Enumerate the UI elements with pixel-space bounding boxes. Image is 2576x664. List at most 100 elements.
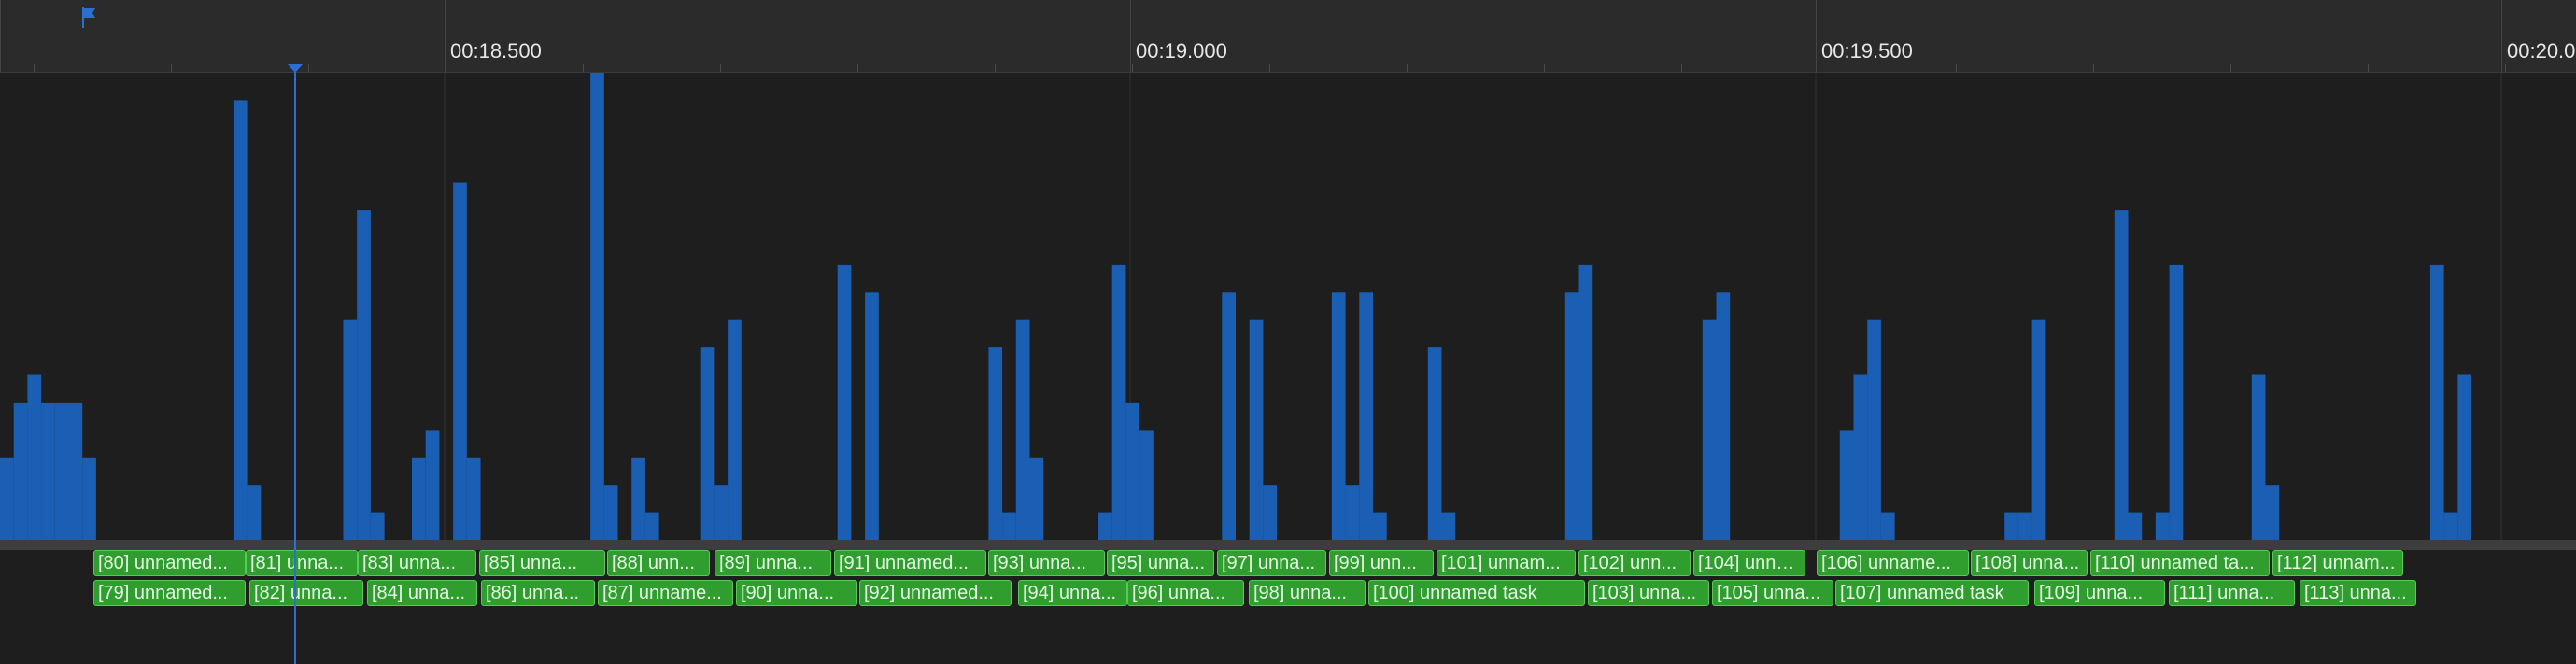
task-block[interactable]: [97] unna... [1217,550,1326,576]
task-block[interactable]: [99] unn... [1329,550,1434,576]
time-label-18500: 00:18.500 [450,39,542,64]
activity-bar [2457,375,2471,541]
playhead-line[interactable] [294,65,296,664]
activity-bar [1125,403,1139,540]
task-block[interactable]: [106] unname... [1817,550,1969,576]
major-tick [1816,0,1817,72]
minor-tick [1681,64,1682,72]
task-block[interactable]: [80] unnamed... [93,550,246,576]
task-block[interactable]: [82] unna... [249,580,363,606]
minor-tick [1269,64,1270,72]
task-block[interactable]: [89] unna... [715,550,831,576]
activity-bar [2004,513,2018,540]
activity-bar [426,430,440,540]
time-label-20000: 00:20.0 [2507,39,2575,64]
activity-bar [604,485,618,540]
activity-bar [371,513,385,540]
activity-bar [2018,513,2032,540]
minor-tick [857,64,858,72]
minor-tick [1544,64,1545,72]
task-block[interactable]: [104] unna... [1693,550,1805,576]
activity-bar [2156,513,2170,540]
task-block[interactable]: [79] unnamed... [93,580,246,606]
task-block[interactable]: [85] unna... [479,550,605,576]
minor-tick [2230,64,2231,72]
activity-bar [1346,485,1360,540]
task-block[interactable]: [102] unn... [1578,550,1691,576]
activity-bar [453,183,467,540]
task-block[interactable]: [98] unna... [1249,580,1366,606]
activity-bar [2252,375,2266,541]
activity-bar [2266,485,2280,540]
activity-bar [1442,513,1456,540]
task-block[interactable]: [109] unna... [2034,580,2165,606]
activity-bar [1867,320,1881,540]
major-tick [0,0,1,72]
task-block[interactable]: [92] unnamed... [859,580,1012,606]
minor-tick [2505,64,2506,72]
activity-bar [2115,210,2129,540]
task-block[interactable]: [107] unnamed task [1835,580,2029,606]
task-block[interactable]: [103] unna... [1588,580,1709,606]
task-block[interactable]: [113] unna... [2300,580,2416,606]
task-block[interactable]: [81] unna... [246,550,358,576]
activity-bar [1002,513,1016,540]
activity-bar [988,347,1002,540]
task-block[interactable]: [100] unnamed task [1368,580,1585,606]
activity-bar [0,458,14,540]
task-block[interactable]: [108] unna... [1971,550,2088,576]
task-block[interactable]: [88] unn... [607,550,710,576]
task-block[interactable]: [96] unna... [1127,580,1244,606]
playhead-triangle-icon[interactable] [287,64,304,75]
activity-bar [357,210,371,540]
timeline-ruler[interactable]: 00:18.500 00:19.000 00:19.500 00:20.0 [0,0,2576,73]
task-block[interactable]: [94] unna... [1018,580,1127,606]
activity-bar [1263,485,1277,540]
task-block[interactable]: [112] unnam... [2272,550,2403,576]
task-block[interactable]: [111] unna... [2169,580,2295,606]
task-block[interactable]: [105] unna... [1712,580,1833,606]
activity-bar [1250,320,1264,540]
activity-bar [1332,292,1346,540]
task-block[interactable]: [91] unnamed... [834,550,986,576]
time-label-19000: 00:19.000 [1136,39,1227,64]
task-lanes: [80] unnamed... [81] unna... [83] unna...[… [0,550,2576,664]
activity-bar [467,458,481,540]
activity-bar [1717,292,1731,540]
activity-bar [344,320,358,540]
task-block[interactable]: [86] unna... [481,580,595,606]
time-label-19500: 00:19.500 [1821,39,1913,64]
task-block[interactable]: [95] unna... [1107,550,1214,576]
activity-bar [728,320,742,540]
activity-bar [1703,320,1717,540]
task-block[interactable]: [101] unnam... [1437,550,1576,576]
activity-bar [2430,265,2444,540]
minor-tick [2368,64,2369,72]
minor-tick [1407,64,1408,72]
activity-bar [1579,265,1593,540]
activity-bar [1139,430,1154,540]
flag-icon[interactable] [82,7,97,28]
activity-bar [1359,292,1373,540]
activity-bar [2129,513,2143,540]
task-block[interactable]: [90] unna... [736,580,857,606]
activity-bar [1098,513,1112,540]
activity-bar [838,265,852,540]
task-block[interactable]: [110] unnamed ta... [2090,550,2270,576]
activity-bar [1030,458,1044,540]
task-block[interactable]: [93] unna... [988,550,1105,576]
activity-bar [865,292,879,540]
task-block[interactable]: [83] unna... [358,550,476,576]
task-block[interactable]: [87] unname... [598,580,733,606]
task-block[interactable]: [84] unna... [367,580,477,606]
track-divider[interactable] [0,540,2576,550]
activity-bar [645,513,659,540]
activity-bar [69,403,83,540]
activity-bar [1854,375,1868,541]
activity-bar [2170,265,2184,540]
minor-tick [1132,64,1133,72]
minor-tick [1956,64,1957,72]
activity-bar [2032,320,2046,540]
major-tick [1130,0,1131,72]
activity-graph[interactable] [0,73,2576,542]
